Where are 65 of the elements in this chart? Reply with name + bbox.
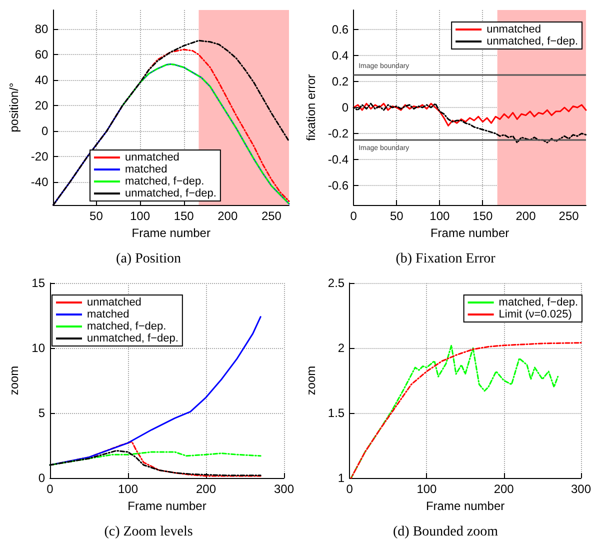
x-tick-label: 200 <box>494 482 514 496</box>
x-tick-label: 150 <box>174 209 194 223</box>
y-tick-label: 0.4 <box>332 48 349 62</box>
x-tick-label: 100 <box>118 482 138 496</box>
x-tick-label: 100 <box>430 209 450 223</box>
text: (c) Zoom levels <box>104 524 193 540</box>
y-tick-label: 0.2 <box>332 74 349 88</box>
legend-label: matched, f−dep. <box>125 176 204 188</box>
x-tick-label: 150 <box>472 209 494 223</box>
y-tick-label: 2 <box>338 341 345 355</box>
legend-label: unmatched <box>125 152 180 164</box>
x-tick-label: 250 <box>261 209 282 223</box>
y-tick-label: 40 <box>34 73 49 88</box>
y-tick-label: 5 <box>38 406 46 420</box>
legend-label: unmatched, f−dep. <box>87 332 178 344</box>
y-axis-title: fixation error <box>304 74 318 141</box>
y-tick-label: -20 <box>30 150 49 164</box>
y-tick-label: 80 <box>34 22 49 36</box>
y-tick-label: 15 <box>32 276 46 290</box>
legend-label: unmatched <box>486 24 542 36</box>
x-tick-label: 0 <box>350 209 358 223</box>
y-tick-label: 20 <box>34 98 49 113</box>
legend-label: matched <box>125 164 168 176</box>
text: (d) Bounded zoom <box>393 524 498 540</box>
y-axis-title: position/° <box>7 82 21 132</box>
x-tick-label: 100 <box>130 209 150 223</box>
x-tick-label: 200 <box>196 482 216 496</box>
legend-label: matched, f−dep. <box>498 296 578 308</box>
y-tick-label: 1.5 <box>328 406 345 420</box>
x-tick-label: 200 <box>218 209 238 223</box>
y-tick-label: 2.5 <box>328 276 345 290</box>
y-tick-label: 0 <box>38 471 46 485</box>
y-axis-title: zoom <box>7 366 21 396</box>
x-axis-title: Frame number <box>128 498 206 513</box>
legend-label: unmatched, f−dep. <box>125 188 216 200</box>
y-tick-label: 10 <box>32 341 46 355</box>
legend-label: unmatched <box>87 296 142 308</box>
y-tick-label: 0 <box>42 124 49 138</box>
text: (a) Position <box>116 252 181 266</box>
y-tick-label: -0.6 <box>328 178 349 192</box>
x-tick-label: 50 <box>390 209 404 223</box>
legend-label: Limit (ν=0.025) <box>498 308 572 320</box>
y-tick-label: 1 <box>338 471 345 485</box>
x-tick-label: 100 <box>416 482 438 496</box>
y-tick-label: 0 <box>342 100 349 114</box>
line-series <box>122 63 290 204</box>
y-tick-label: -40 <box>30 175 49 190</box>
x-axis-title: Frame number <box>132 226 210 240</box>
x-tick-label: 50 <box>90 209 104 223</box>
y-axis-title: zoom <box>304 366 318 396</box>
y-tick-label: 60 <box>34 48 49 62</box>
legend-label: matched, f−dep. <box>87 320 166 332</box>
x-axis-title: Frame number <box>426 498 505 513</box>
x-axis-title: Frame number <box>430 226 510 240</box>
line-series <box>352 102 587 126</box>
x-tick-label: 250 <box>558 209 580 223</box>
y-tick-label: -0.2 <box>328 126 349 140</box>
text: (b) Fixation Error <box>396 252 496 266</box>
x-tick-label: 300 <box>570 482 592 496</box>
legend-label: matched <box>87 308 130 320</box>
y-tick-label: 0.6 <box>332 22 349 36</box>
x-tick-label: 300 <box>274 482 294 496</box>
y-tick-label: -0.4 <box>328 152 349 166</box>
legend-label: unmatched, f−dep. <box>486 36 578 48</box>
x-tick-label: 200 <box>516 209 536 223</box>
